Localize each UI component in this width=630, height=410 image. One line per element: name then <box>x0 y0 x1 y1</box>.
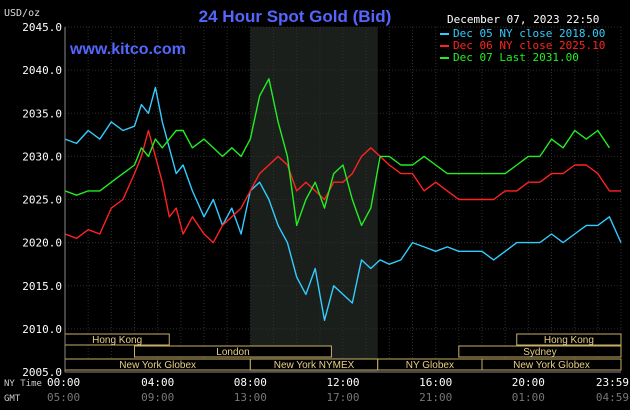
x-tick-label-gmt: 05:00 <box>47 391 80 404</box>
session-box <box>516 333 622 346</box>
x-tick-label-gmt: 04:59 <box>596 391 629 404</box>
session-box <box>481 358 622 371</box>
series-line-1 <box>64 86 622 321</box>
legend-entry: Dec 07 Last 2031.00 <box>453 51 579 64</box>
session-label: New York Globex <box>513 360 590 371</box>
session-label: Sydney <box>523 347 556 358</box>
y-tick-label: 2020.0 <box>22 237 62 250</box>
session-box <box>134 345 332 358</box>
series-line-3 <box>64 78 610 227</box>
x-row-label-gmt: GMT <box>4 394 21 404</box>
legend-entry: Dec 06 NY close 2025.10 <box>453 39 605 52</box>
x-row-label-ny: NY Time <box>4 379 42 389</box>
x-tick-label-ny: 20:00 <box>512 376 545 389</box>
x-tick-label-ny: 12:00 <box>326 376 359 389</box>
y-tick-label: 2010.0 <box>22 323 62 336</box>
chart-datetime: December 07, 2023 22:50 <box>447 13 599 26</box>
x-tick-label-ny: 23:59 <box>596 376 629 389</box>
session-label: Hong Kong <box>92 335 142 346</box>
x-tick-label-ny: 04:00 <box>141 376 174 389</box>
x-tick-label-gmt: 21:00 <box>419 391 452 404</box>
x-tick-label-gmt: 01:00 <box>512 391 545 404</box>
x-tick-label-gmt: 17:00 <box>326 391 359 404</box>
session-label: London <box>216 347 249 358</box>
y-tick-label: 2045.0 <box>22 21 62 34</box>
y-tick-label: 2015.0 <box>22 280 62 293</box>
session-label: NY Globex <box>406 360 454 371</box>
x-tick-label-ny: 08:00 <box>234 376 267 389</box>
session-label: Hong Kong <box>544 335 594 346</box>
x-tick-label-ny: 00:00 <box>47 376 80 389</box>
y-tick-label: 2030.0 <box>22 150 62 163</box>
x-tick-label-gmt: 09:00 <box>141 391 174 404</box>
y-tick-label: 2005.0 <box>22 366 62 379</box>
chart-title: 24 Hour Spot Gold (Bid) <box>199 7 392 26</box>
y-axis-label: USD/oz <box>4 8 40 19</box>
y-tick-label: 2035.0 <box>22 107 62 120</box>
x-tick-label-gmt: 13:00 <box>234 391 267 404</box>
source-label: www.kitco.com <box>69 41 186 58</box>
y-tick-label: 2025.0 <box>22 194 62 207</box>
legend-entry: Dec 05 NY close 2018.00 <box>453 27 605 40</box>
session-label: New York NYMEX <box>274 360 355 371</box>
session-label: New York Globex <box>119 360 196 371</box>
x-tick-label-ny: 16:00 <box>419 376 452 389</box>
session-box <box>458 345 622 358</box>
y-tick-label: 2040.0 <box>22 64 62 77</box>
